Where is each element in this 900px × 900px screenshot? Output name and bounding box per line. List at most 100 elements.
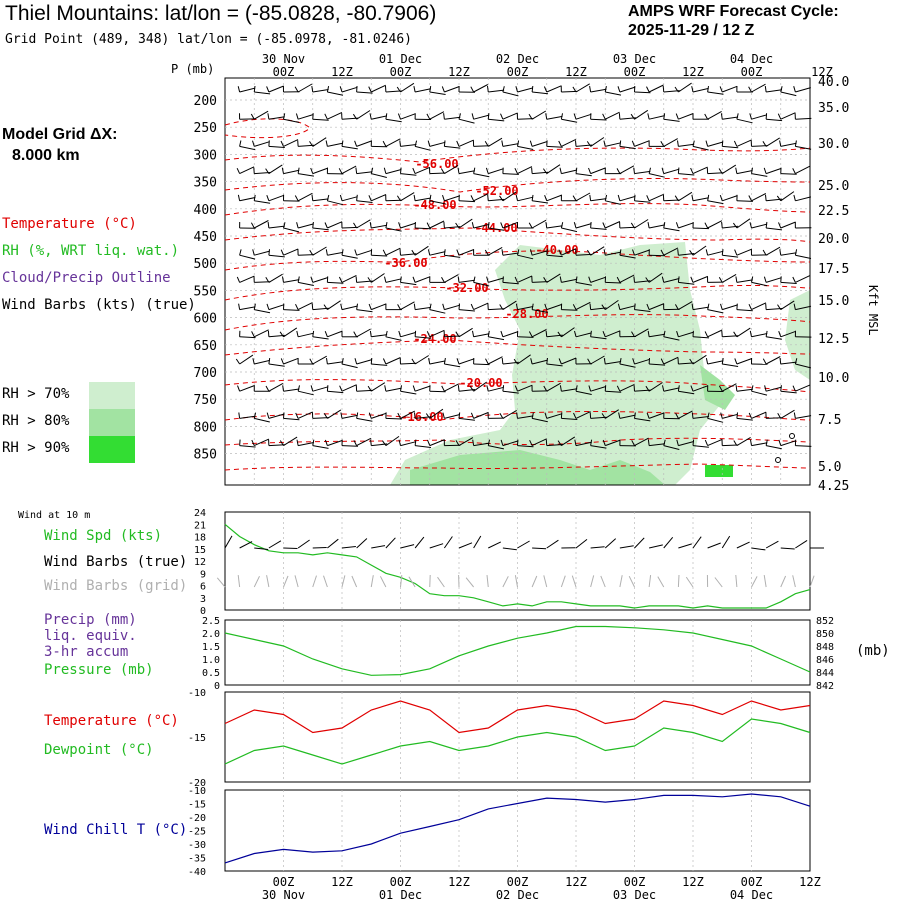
- temperature-contour-label: -56.00: [415, 157, 458, 171]
- wind-barb-flag: [324, 439, 328, 446]
- wind-barb: [239, 254, 256, 260]
- wind-barb: [283, 327, 298, 338]
- wind-barb: [400, 301, 415, 311]
- wind-barb: [458, 309, 475, 312]
- wind-barb-flag: [456, 358, 460, 365]
- wind-barb: [414, 276, 431, 283]
- wind-barb-flag: [425, 413, 431, 419]
- wind-barb: [400, 173, 417, 176]
- wind-barb: [458, 139, 474, 147]
- wind-barb-flag: [718, 385, 723, 392]
- model-grid-value: 8.000 km: [12, 147, 80, 164]
- wind-barb-flag: [471, 113, 475, 120]
- wind-barb: [327, 409, 342, 419]
- wind-barb: [751, 173, 768, 177]
- wind-barb: [546, 444, 563, 447]
- wind-barb-flag: [323, 304, 328, 310]
- wind-barb: [678, 143, 695, 147]
- wind-barb-flag: [472, 439, 475, 446]
- wind-barb-flag: [399, 249, 401, 256]
- wind-barb-flag: [325, 140, 328, 147]
- wind-barb: [605, 111, 620, 120]
- wind-barb-flag: [473, 167, 476, 174]
- wind-barb: [327, 330, 343, 338]
- wind-barb: [268, 164, 283, 175]
- rh70-region-east: [785, 290, 810, 380]
- wind-barb-flag: [326, 194, 330, 201]
- wind-barb: [546, 225, 563, 229]
- wind-barb: [327, 91, 344, 96]
- wind-barb-10m-grid: [531, 575, 538, 588]
- wind-barb-flag: [589, 86, 592, 93]
- wind-barb: [634, 140, 650, 147]
- wind-barb-flag: [645, 277, 650, 283]
- wind-barb: [283, 309, 300, 311]
- wind-barb-flag: [456, 140, 460, 147]
- wind-barb-flag: [677, 385, 680, 392]
- wind-speed-tick: 0: [200, 606, 206, 617]
- wind-barb: [532, 200, 549, 204]
- wind-barb-flag: [531, 194, 534, 201]
- wind-barb-flag: [560, 113, 563, 120]
- wind-barb-flag: [282, 385, 284, 392]
- wind-barb-flag: [531, 303, 534, 310]
- wind-barb: [531, 110, 547, 120]
- wind-barb: [692, 354, 707, 365]
- wind-barb: [517, 166, 533, 175]
- wind-barb-flag: [296, 222, 299, 229]
- wind-barb-flag: [588, 167, 592, 174]
- wind-barb: [532, 309, 548, 313]
- pressure-unit-label: (mb): [856, 643, 890, 659]
- wind-barb-10m-grid: [751, 576, 758, 588]
- wind-barb: [414, 355, 429, 365]
- wind-barb-flag: [442, 194, 445, 201]
- wind-barb: [766, 445, 782, 450]
- wind-barb: [488, 445, 505, 450]
- wind-barb: [766, 417, 783, 419]
- wind-barb: [371, 363, 388, 366]
- wind-barb: [283, 118, 300, 123]
- wind-barb-flag: [792, 168, 796, 174]
- wind-barb: [400, 331, 417, 338]
- wind-barb: [634, 170, 651, 175]
- wind-barb: [341, 254, 358, 259]
- wind-barb: [736, 279, 753, 283]
- wind-barb: [575, 411, 591, 419]
- legend-rh90-label: RH > 90%: [2, 440, 70, 456]
- wind-barb: [488, 227, 505, 231]
- precip-tick: 2.0: [202, 629, 220, 640]
- wind-barb: [371, 303, 387, 311]
- wind-barb-flag: [663, 439, 666, 446]
- wind-barb-flag: [634, 303, 636, 310]
- wind-barb-flag: [502, 86, 505, 93]
- wind-barb-flag: [515, 303, 518, 310]
- wind-barb: [707, 110, 722, 120]
- wind-speed-tick: 9: [200, 569, 206, 580]
- wind-barb-flag: [455, 222, 460, 229]
- precip-tick: 0.5: [202, 668, 220, 679]
- wind-barb: [312, 336, 329, 340]
- wind-barb-10m-grid: [628, 575, 635, 588]
- top-hour-label: 00Z: [624, 65, 646, 79]
- wind-barb: [780, 330, 796, 338]
- height-tick-label: 25.0: [818, 179, 849, 194]
- wind-barb-flag: [543, 86, 548, 93]
- wind-barb: [707, 329, 723, 338]
- wind-barb-flag: [675, 412, 679, 419]
- wind-barb-flag: [237, 385, 241, 392]
- wind-barb: [707, 309, 724, 314]
- wind-barb-flag: [367, 277, 372, 283]
- wind-barb: [444, 164, 459, 175]
- wind-barb-flag: [719, 86, 723, 93]
- wind-barb: [356, 110, 371, 120]
- wind-barb: [385, 435, 400, 447]
- wind-barb: [356, 417, 373, 422]
- wind-barb-flag: [267, 113, 270, 120]
- wind-barb-flag: [601, 304, 606, 310]
- wind-barb-flag: [339, 194, 343, 201]
- wind-barb: [429, 390, 446, 393]
- wind-barb-10m-grid: [763, 575, 767, 588]
- wind-barb-flag: [311, 86, 314, 93]
- wind-barb: [385, 227, 402, 232]
- wind-barb-10m-grid: [560, 575, 566, 588]
